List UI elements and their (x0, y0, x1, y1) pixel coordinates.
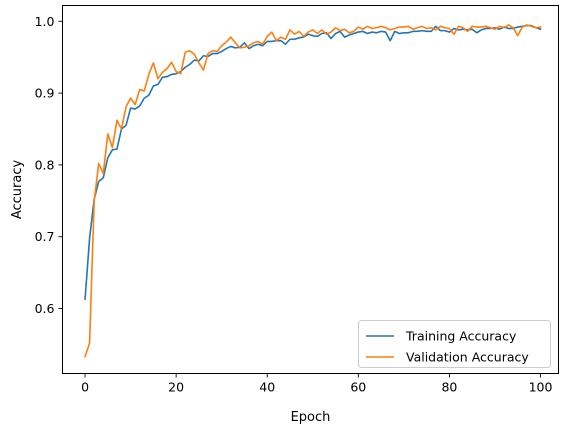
legend: Training Accuracy Validation Accuracy (358, 320, 551, 368)
series-line-validation-accuracy (84, 24, 542, 358)
y-tick-label: 0.7 (35, 229, 55, 244)
x-tick-label: 20 (168, 380, 184, 395)
legend-label-training: Training Accuracy (405, 329, 517, 344)
x-axis-label: Epoch (291, 410, 331, 425)
y-axis: 0.6 0.7 0.8 0.9 1.0 (35, 14, 63, 316)
y-tick-label: 1.0 (35, 14, 55, 29)
x-tick-label: 0 (81, 380, 89, 395)
x-tick-label: 100 (529, 380, 553, 395)
x-tick-label: 80 (441, 380, 457, 395)
y-tick-label: 0.9 (35, 86, 55, 101)
y-axis-label: Accuracy (10, 160, 25, 220)
plot-frame (62, 5, 559, 374)
y-tick-label: 0.6 (35, 301, 55, 316)
x-tick-label: 40 (259, 380, 275, 395)
legend-label-validation: Validation Accuracy (406, 350, 529, 365)
x-axis: 0 20 40 60 80 100 (81, 373, 553, 395)
x-tick-label: 60 (350, 380, 366, 395)
legend-box (358, 320, 551, 368)
series-layer (84, 24, 542, 358)
y-tick-label: 0.8 (35, 157, 55, 172)
